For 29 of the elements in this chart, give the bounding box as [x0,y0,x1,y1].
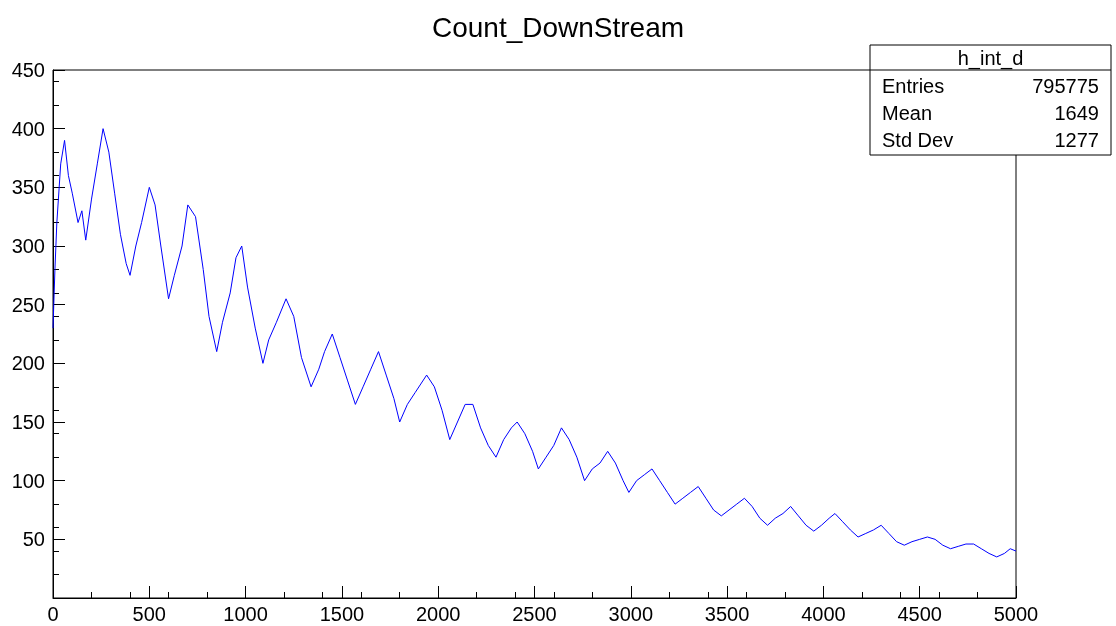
text: 795775 [1032,74,1099,97]
y-tick-label: 250 [11,293,45,316]
annotation: Std Dev [882,128,954,151]
x-tick-label: 1500 [319,603,365,625]
y-tick-label: 100 [11,469,45,492]
y-tick-label: 300 [11,235,45,257]
y-tick-label: 50 [22,528,45,551]
text: 1649 [1054,101,1099,124]
x-tick-label: 0 [47,603,59,625]
chart-title: Count_DownStream [431,11,685,43]
x-tick-label: 1000 [223,603,268,625]
x-tick-label: 2000 [415,603,461,625]
y-tick-label: 150 [11,411,45,433]
annotation: Entries [882,74,945,97]
y-tick-label: 200 [11,352,45,375]
x-tick-label: 3000 [608,603,654,625]
x-tick-label: 4500 [897,603,942,625]
annotation: Mean [882,101,933,124]
x-tick-label: 3500 [704,603,750,625]
text: 1277 [1054,128,1099,151]
y-tick-label: 400 [11,117,45,140]
y-tick-label: 350 [11,176,45,199]
x-tick-label: 5000 [993,603,1039,625]
x-tick-label: 2500 [512,603,557,625]
x-tick-label: 500 [132,603,166,625]
line-series [52,128,1017,558]
text: h_int_d [957,47,1024,70]
y-tick-label: 450 [11,59,45,81]
x-tick-label: 4000 [801,603,846,625]
